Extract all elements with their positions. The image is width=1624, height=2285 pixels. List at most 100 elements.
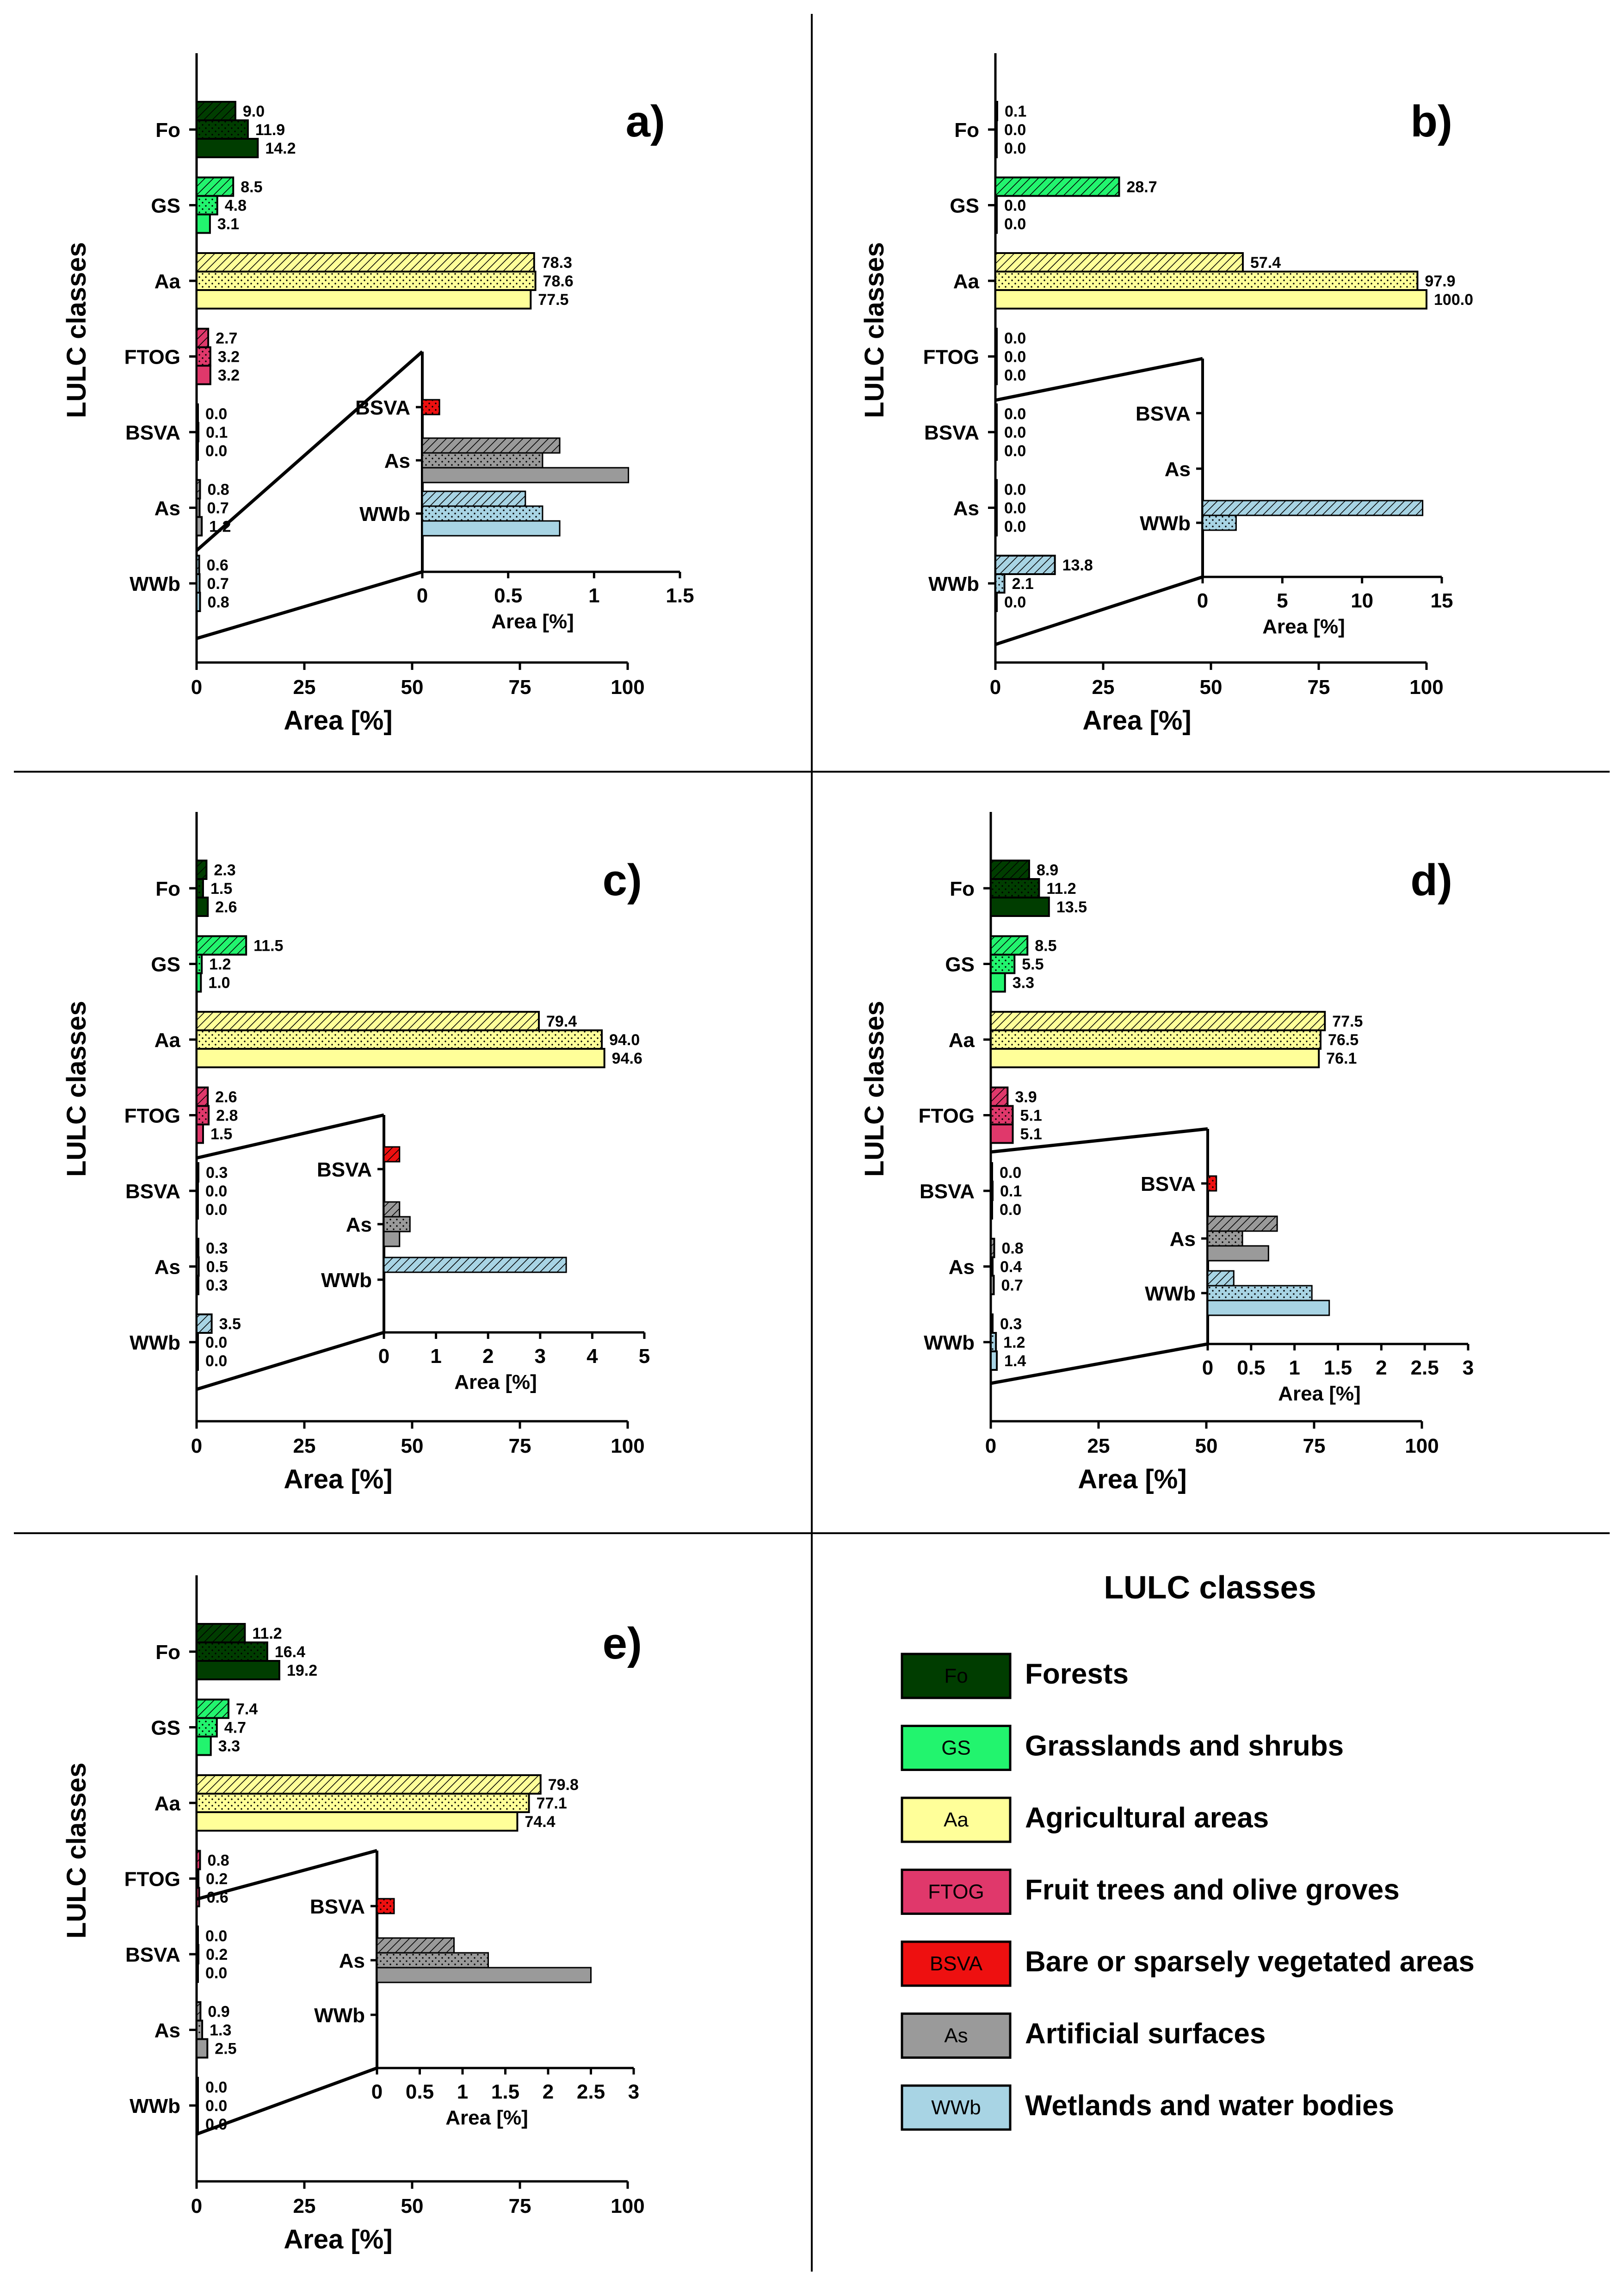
inset-bar-pattern-As (1208, 1216, 1278, 1231)
bar-pattern-GS-dotted (197, 954, 202, 973)
value-label: 97.9 (1425, 272, 1455, 290)
bar-pattern-BSVA-dotted (995, 423, 997, 441)
bar-GS-solid (196, 213, 211, 234)
value-label: 3.3 (1013, 974, 1034, 992)
inset-category-label: As (339, 1950, 365, 1972)
bar-As-solid (196, 1275, 199, 1295)
value-label: 0.8 (207, 481, 229, 499)
inset-bar-pattern-WWb (422, 506, 543, 521)
category-label: BSVA (125, 1180, 180, 1203)
inset-x-tick-label: 2 (1376, 1356, 1387, 1379)
bar-Aa-solid (994, 289, 1427, 310)
bar-pattern-FTOG-dotted (197, 347, 210, 366)
inset-x-tick-label: 4 (587, 1345, 598, 1368)
inset-category-label: BSVA (317, 1158, 372, 1181)
bar-As-solid (990, 1275, 995, 1295)
bar-pattern-BSVA-dotted (197, 1945, 198, 1963)
inset-x-tick-label: 0 (1197, 589, 1208, 612)
value-label: 0.0 (1000, 1201, 1021, 1219)
bar-pattern-BSVA-dotted (197, 423, 198, 441)
value-label: 0.1 (206, 424, 228, 441)
y-axis-title: LULC classes (859, 1001, 889, 1177)
bar-WWb-solid (994, 592, 998, 612)
category-label: Fo (155, 119, 180, 142)
category-label: Aa (154, 1792, 181, 1815)
x-tick-label: 0 (191, 2195, 202, 2217)
x-tick-label: 75 (509, 1435, 531, 1457)
bar-BSVA-solid (196, 1963, 199, 1983)
x-tick-label: 25 (1092, 676, 1115, 699)
bar-pattern-GS-dotted (197, 196, 217, 215)
inset-bar-pattern-As (384, 1202, 400, 1217)
bar-pattern-As-hatched (995, 480, 997, 499)
category-label: WWb (130, 2095, 180, 2118)
legend-swatch-FTOG (901, 1869, 1012, 1915)
x-tick-label: 25 (293, 1435, 316, 1457)
category-label: WWb (924, 1331, 975, 1354)
bar-pattern-Fo-hatched (991, 861, 1029, 879)
inset-x-tick-label: 0 (1202, 1356, 1213, 1379)
bar-BSVA-solid (994, 440, 998, 461)
x-tick-label: 0 (985, 1435, 996, 1457)
inset-bar-pattern-As (377, 1953, 488, 1968)
bar-pattern-FTOG-dotted (991, 1106, 1013, 1125)
bar-pattern-Aa-hatched (995, 253, 1243, 272)
inset-category-label: WWb (321, 1269, 372, 1292)
category-label: Aa (953, 270, 980, 293)
inset-x-tick-label: 0.5 (494, 584, 522, 607)
bar-pattern-Aa-hatched (197, 1775, 541, 1794)
legend-swatch-code: As (944, 2025, 968, 2047)
value-label: 0.6 (207, 557, 228, 574)
x-tick-label: 50 (1195, 1435, 1218, 1457)
x-tick-label: 100 (1409, 676, 1443, 699)
inset-x-tick-label: 0 (417, 584, 428, 607)
category-label: GS (151, 954, 180, 976)
inset-bar-As (383, 1231, 401, 1247)
inset-category-label: WWb (1145, 1282, 1196, 1305)
bar-WWb-solid (196, 1350, 199, 1371)
category-label: FTOG (923, 346, 979, 369)
value-label: 0.0 (1004, 348, 1026, 366)
bar-pattern-As-dotted (995, 498, 997, 517)
value-label: 0.0 (1004, 330, 1026, 347)
x-tick-label: 25 (293, 676, 316, 699)
value-label: 28.7 (1126, 179, 1157, 196)
value-label: 0.2 (206, 1870, 228, 1888)
category-label: BSVA (924, 421, 979, 444)
bar-pattern-WWb-hatched (197, 556, 199, 574)
value-label: 94.6 (612, 1050, 642, 1067)
bar-pattern-Fo-hatched (197, 102, 235, 120)
inset-x-axis-title: Area [%] (491, 610, 574, 633)
inset-x-tick-label: 0.5 (406, 2081, 434, 2103)
category-label: FTOG (124, 346, 180, 369)
bar-pattern-BSVA-hatched (197, 404, 198, 423)
value-label: 3.1 (217, 216, 239, 233)
x-tick-label: 75 (1303, 1435, 1326, 1457)
bar-pattern-GS-hatched (991, 936, 1028, 955)
inset-chart: 0 5 10 15 Area [%] BSVA As WWb (994, 357, 1453, 646)
bar-pattern-WWb-dotted (197, 2096, 198, 2115)
bar-pattern-GS-dotted (197, 1718, 217, 1737)
bar-pattern-FTOG-hatched (197, 328, 209, 347)
value-label: 0.0 (205, 2079, 227, 2096)
inset-bar-pattern-BSVA (422, 400, 440, 415)
inset-connector-bottom (994, 575, 1204, 646)
inset-chart: 0 0.5 1 1.5 2 2.5 3 Area [%] BSVA As WWb (196, 1849, 639, 2136)
value-label: 11.5 (253, 937, 283, 955)
bar-pattern-Fo-dotted (995, 120, 997, 139)
inset-x-axis-title: Area [%] (1262, 615, 1345, 638)
bar-pattern-GS-dotted (995, 196, 997, 215)
bar-pattern-WWb-hatched (197, 1314, 212, 1333)
inset-category-label: WWb (314, 2004, 365, 2027)
value-label: 0.2 (206, 1946, 228, 1963)
value-label: 5.5 (1022, 956, 1044, 973)
value-label: 0.1 (1005, 103, 1026, 120)
bar-Fo-solid (196, 1660, 280, 1680)
x-tick-label: 25 (1087, 1435, 1110, 1457)
inset-chart: 0 0.5 1 1.5 2 2.5 3 Area [%] BSVA As WWb (990, 1127, 1474, 1405)
y-axis-title: LULC classes (62, 242, 92, 418)
value-label: 100.0 (1434, 291, 1473, 309)
y-axis-title: LULC classes (62, 1001, 92, 1177)
